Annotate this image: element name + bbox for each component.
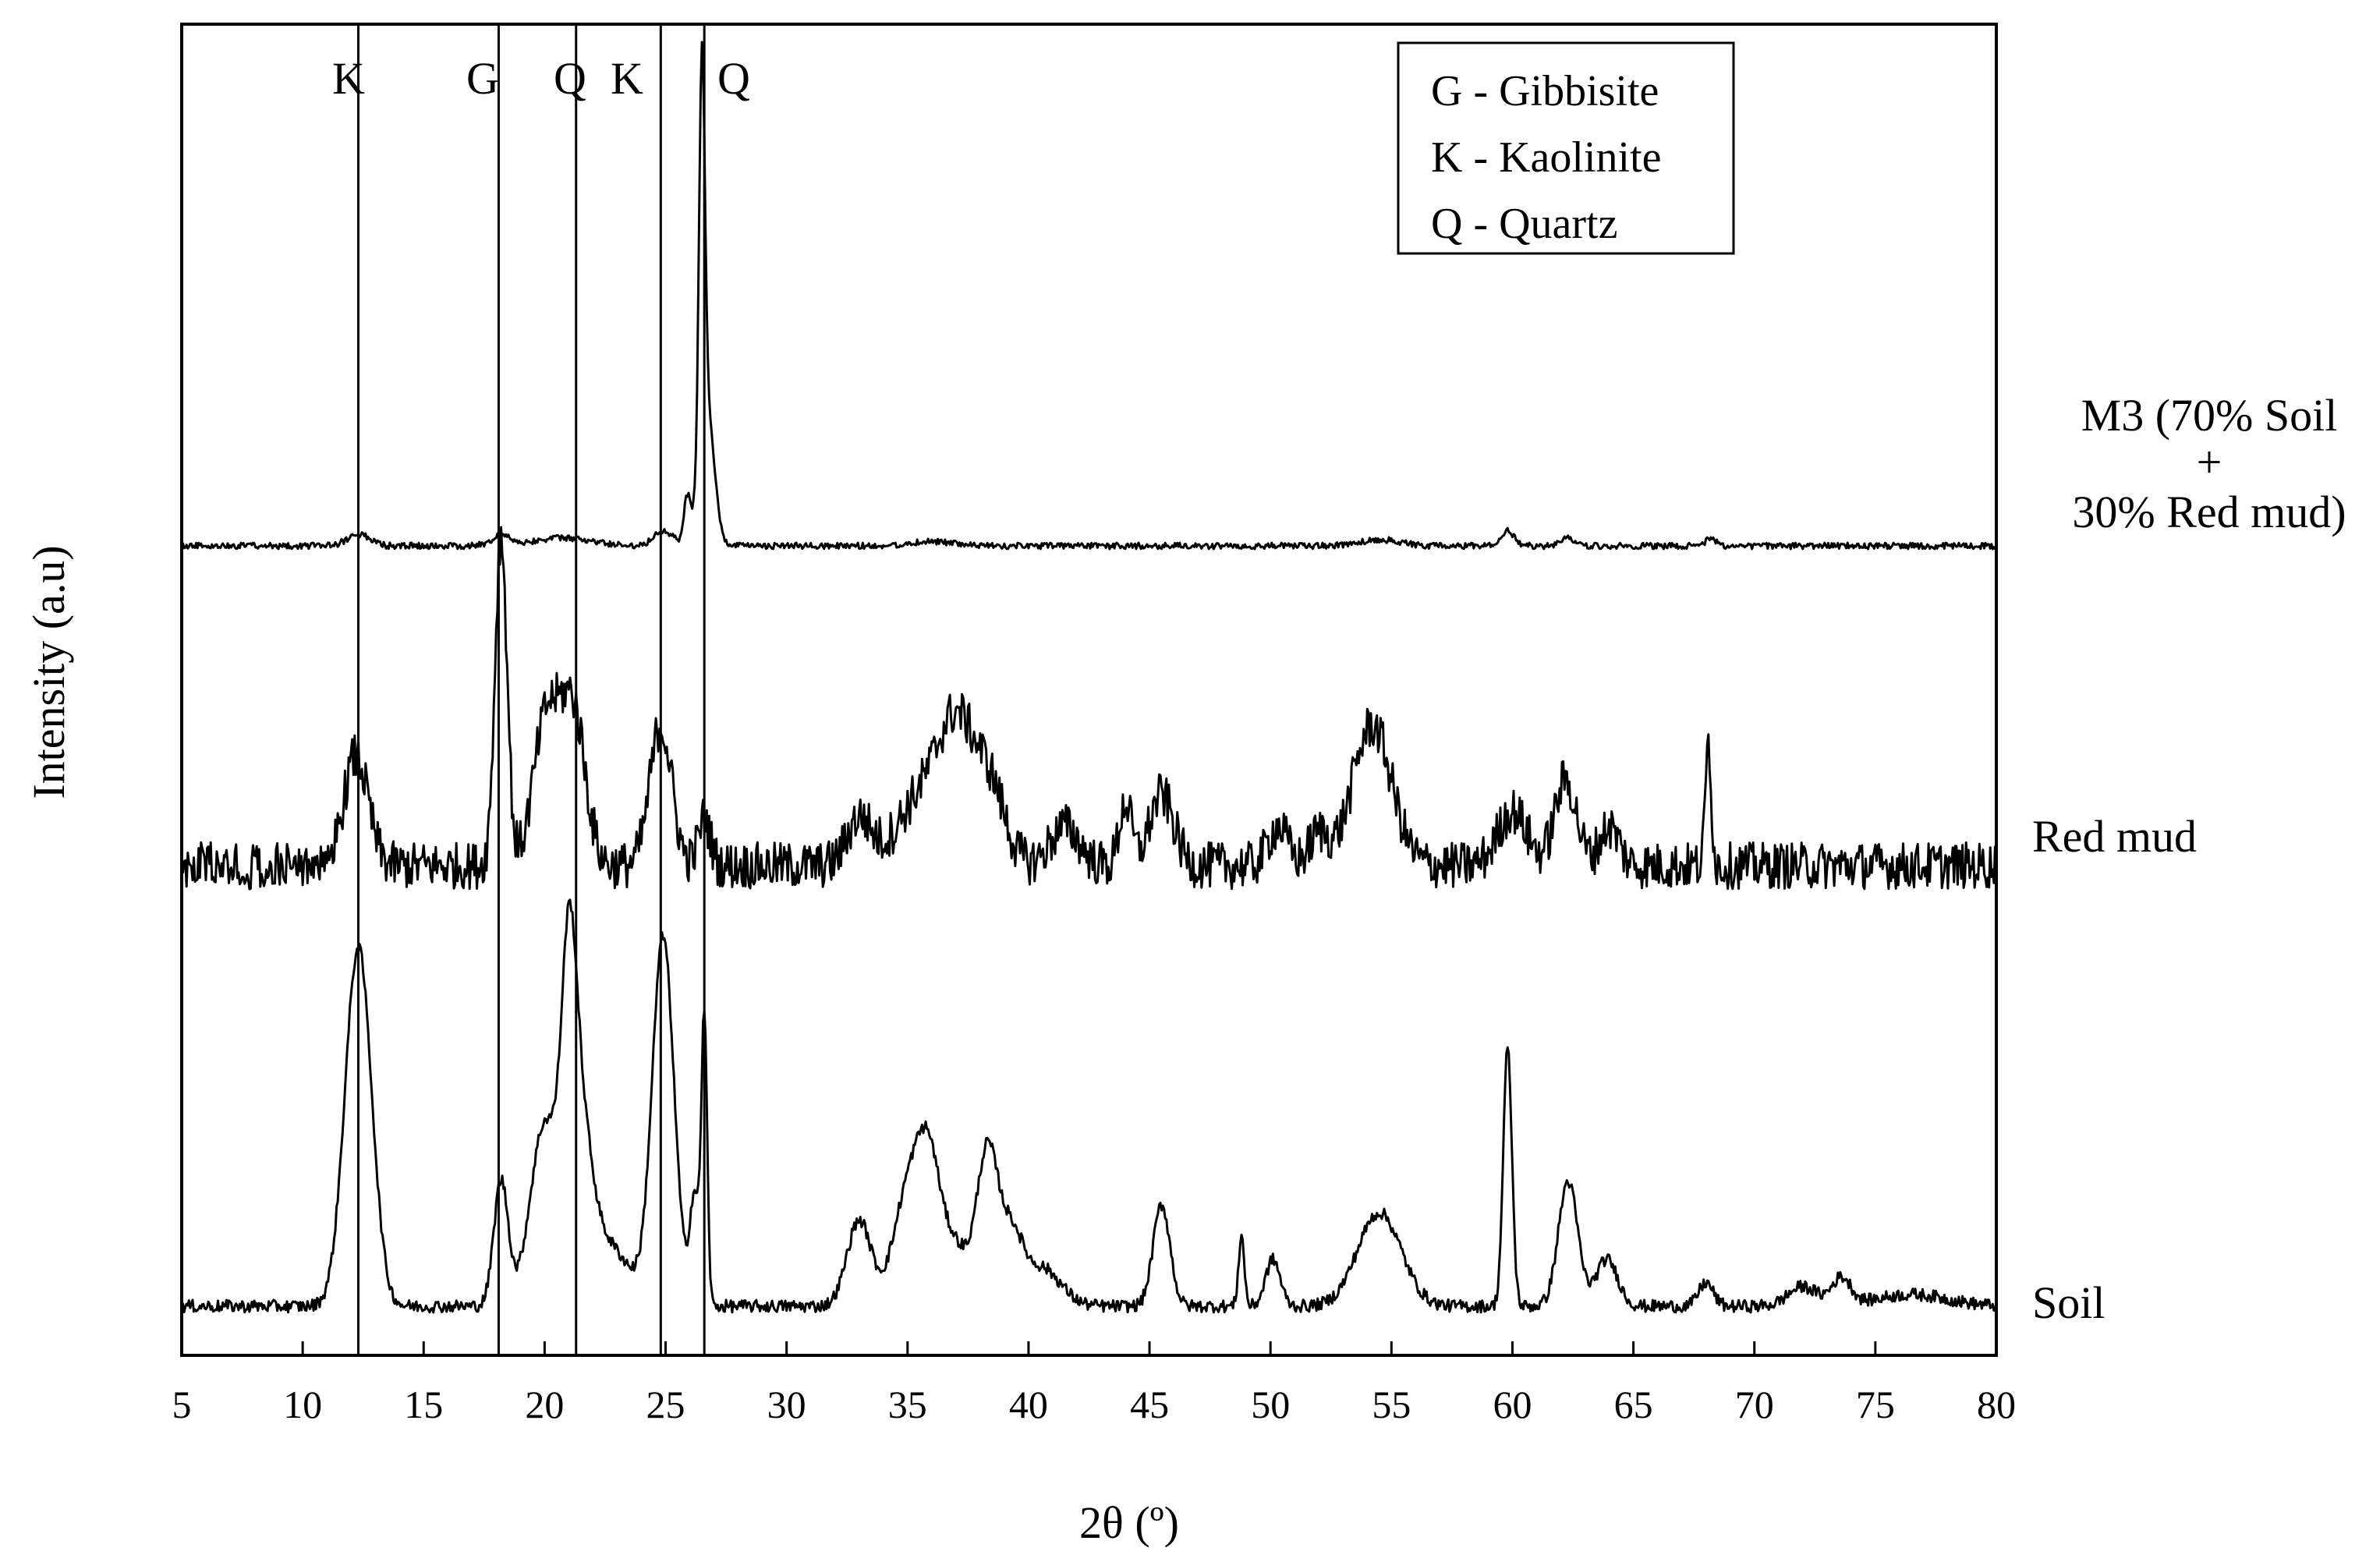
series-label-red-mud: Red mud <box>2032 811 2197 862</box>
series-labels: M3 (70% Soil+30% Red mud) Red mud Soil <box>2032 390 2346 1328</box>
series-line <box>181 41 1998 551</box>
x-tick-label: 5 <box>172 1383 192 1426</box>
legend-entry-gibbsite: G - Gibbisite <box>1431 67 1659 115</box>
phase-marker-lines <box>356 24 706 1355</box>
legend: G - Gibbisite K - Kaolinite Q - Quartz <box>1397 41 1735 255</box>
x-tick-label: 65 <box>1614 1383 1653 1426</box>
x-tick-label: 80 <box>1977 1383 2016 1426</box>
x-tick-label: 15 <box>404 1383 443 1426</box>
x-tick-label: 70 <box>1735 1383 1774 1426</box>
x-tick-label: 10 <box>283 1383 322 1426</box>
phase-marker-label: K <box>611 53 643 104</box>
phase-marker-label: K <box>332 53 365 104</box>
series-label-soil: Soil <box>2032 1277 2106 1328</box>
x-axis-title: 2θ (º) <box>1079 1497 1179 1548</box>
x-tick-label: 45 <box>1130 1383 1169 1426</box>
x-tick-label: 25 <box>646 1383 685 1426</box>
phase-marker-label: Q <box>717 53 750 104</box>
series-layer <box>180 41 1998 1314</box>
series-label-m3: 30% Red mud) <box>2072 487 2346 537</box>
series-label-m3: M3 (70% Soil <box>2081 390 2338 441</box>
x-tick-label: 50 <box>1251 1383 1290 1426</box>
x-axis: 5 10 15 20 25 30 35 40 45 50 55 60 65 70 75 80 <box>172 1341 2016 1426</box>
series-line <box>180 898 1998 1314</box>
legend-entry-kaolinite: K - Kaolinite <box>1431 133 1661 182</box>
legend-box <box>1397 41 1735 255</box>
x-tick-label: 55 <box>1372 1383 1411 1426</box>
legend-entry-quartz: Q - Quartz <box>1431 200 1617 248</box>
y-axis-title: Intensity (a.u) <box>23 545 74 799</box>
x-tick-label: 75 <box>1856 1383 1895 1426</box>
x-tick-label: 60 <box>1493 1383 1532 1426</box>
series-line <box>180 526 1998 891</box>
phase-marker-label: Q <box>554 53 586 104</box>
x-tick-label: 30 <box>767 1383 806 1426</box>
x-tick-label: 40 <box>1009 1383 1048 1426</box>
series-label-m3: + <box>2197 437 2222 487</box>
plot-frame <box>180 23 1998 1357</box>
phase-marker-label: G <box>466 53 499 104</box>
x-tick-label: 20 <box>525 1383 564 1426</box>
x-tick-label: 35 <box>888 1383 927 1426</box>
